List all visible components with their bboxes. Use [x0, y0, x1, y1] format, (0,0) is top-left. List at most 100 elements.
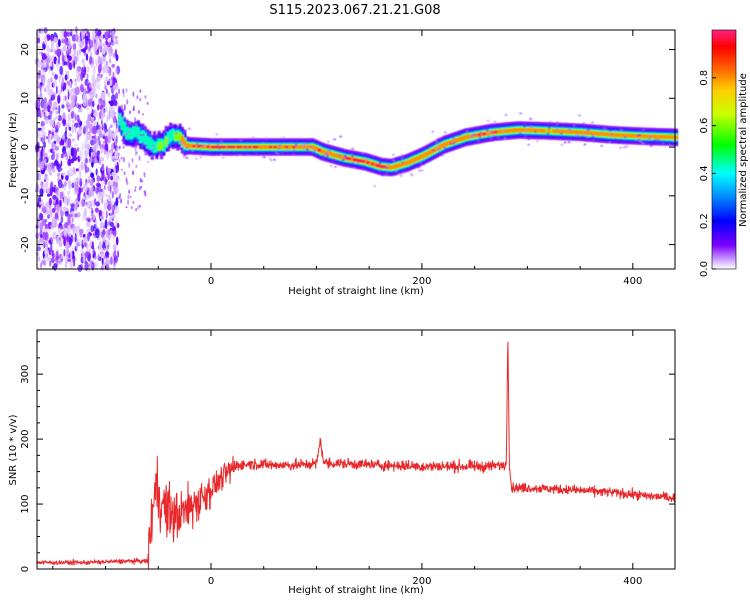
- noise-speckle: [54, 205, 57, 211]
- noise-speckle: [64, 207, 69, 212]
- ridge-cell: [433, 147, 437, 152]
- ridge-halo: [546, 132, 550, 135]
- noise-speckle: [90, 63, 94, 69]
- ridge-halo: [351, 147, 355, 150]
- noise-speckle: [97, 192, 100, 199]
- noise-speckle: [49, 187, 53, 197]
- noise-speckle: [99, 129, 102, 136]
- ridge-halo: [402, 171, 406, 174]
- noise-speckle: [54, 220, 58, 228]
- noise-speckle: [72, 166, 76, 175]
- noise-speckle: [64, 95, 67, 101]
- ridge-halo: [591, 136, 595, 139]
- ridge-halo: [310, 151, 314, 154]
- noise-speckle: [107, 91, 111, 98]
- ridge-halo: [501, 130, 505, 133]
- ridge-cell: [257, 145, 261, 149]
- noise-speckle: [144, 151, 147, 156]
- noise-speckle: [66, 42, 70, 46]
- noise-speckle: [134, 117, 137, 123]
- ridge-cell: [424, 152, 428, 157]
- ridge-halo: [133, 124, 137, 127]
- ridge-cell: [612, 132, 616, 137]
- noise-speckle: [111, 63, 115, 68]
- noise-speckle: [144, 95, 147, 99]
- ridge-cell: [180, 135, 184, 144]
- noise-speckle: [107, 134, 112, 144]
- noise-speckle: [95, 182, 101, 188]
- ridge-cell: [447, 140, 451, 146]
- ridge-halo: [325, 155, 329, 158]
- noise-speckle: [77, 119, 82, 128]
- ridge-halo: [561, 126, 565, 129]
- ridge-halo: [327, 140, 330, 143]
- ridge-halo: [313, 149, 317, 152]
- noise-speckle: [112, 230, 116, 236]
- noise-speckle: [79, 228, 84, 235]
- noise-speckle: [74, 143, 78, 147]
- ridge-cell: [176, 132, 180, 141]
- noise-speckle: [109, 124, 113, 129]
- noise-speckle: [81, 142, 84, 152]
- noise-speckle: [128, 189, 131, 194]
- ridge-cell: [494, 130, 498, 134]
- noise-speckle: [96, 74, 101, 82]
- noise-speckle: [101, 170, 105, 181]
- noise-speckle: [48, 197, 53, 206]
- noise-speckle: [91, 68, 97, 74]
- ridge-halo: [529, 117, 533, 120]
- noise-speckle: [37, 71, 41, 81]
- ridge-cell: [375, 163, 379, 167]
- figure-title: S115.2023.067.21.21.G08: [269, 3, 440, 18]
- ridge-cell: [619, 133, 623, 138]
- ridge-cell: [663, 135, 667, 139]
- noise-speckle: [70, 203, 75, 207]
- noise-speckle: [52, 101, 58, 109]
- noise-speckle: [115, 179, 119, 183]
- ridge-cell: [417, 155, 421, 161]
- noise-speckle: [39, 92, 43, 98]
- ridge-cell: [438, 144, 442, 150]
- noise-speckle: [44, 158, 47, 167]
- noise-speckle: [112, 226, 116, 232]
- ridge-halo: [204, 139, 208, 142]
- ridge-halo: [563, 141, 567, 144]
- ridge-halo: [235, 154, 239, 157]
- ridge-cell: [301, 145, 305, 149]
- ridge-halo: [216, 143, 220, 146]
- noise-speckle: [147, 160, 150, 164]
- noise-speckle: [105, 40, 108, 46]
- ridge-halo: [220, 140, 224, 143]
- noise-speckle: [38, 28, 42, 34]
- noise-speckle: [97, 104, 100, 111]
- ridge-halo: [305, 148, 309, 151]
- noise-speckle: [126, 180, 129, 186]
- ridge-halo: [583, 132, 587, 135]
- noise-speckle: [39, 161, 45, 171]
- noise-speckle: [115, 197, 119, 207]
- noise-speckle: [37, 61, 42, 68]
- noise-speckle: [96, 175, 101, 182]
- noise-speckle: [49, 209, 52, 217]
- noise-speckle: [95, 168, 98, 176]
- ridge-halo: [443, 131, 447, 134]
- noise-speckle: [82, 165, 85, 171]
- ridge-cell: [162, 139, 166, 152]
- y-tick-label: 20: [20, 43, 31, 56]
- noise-speckle: [102, 34, 105, 39]
- ridge-halo: [282, 136, 285, 139]
- colorbar-gradient: [711, 29, 737, 270]
- noise-speckle: [55, 115, 59, 120]
- noise-speckle: [121, 104, 124, 110]
- ridge-halo: [569, 129, 573, 132]
- ridge-cell: [489, 130, 493, 135]
- y-tick-label: 10: [20, 92, 31, 105]
- noise-speckle: [104, 179, 108, 183]
- ridge-halo: [185, 156, 189, 159]
- ridge-halo: [604, 128, 608, 131]
- noise-speckle: [60, 254, 64, 259]
- colorbar-tick-label: 0.0: [699, 261, 710, 277]
- noise-speckle: [93, 121, 98, 127]
- ridge-halo: [265, 137, 269, 140]
